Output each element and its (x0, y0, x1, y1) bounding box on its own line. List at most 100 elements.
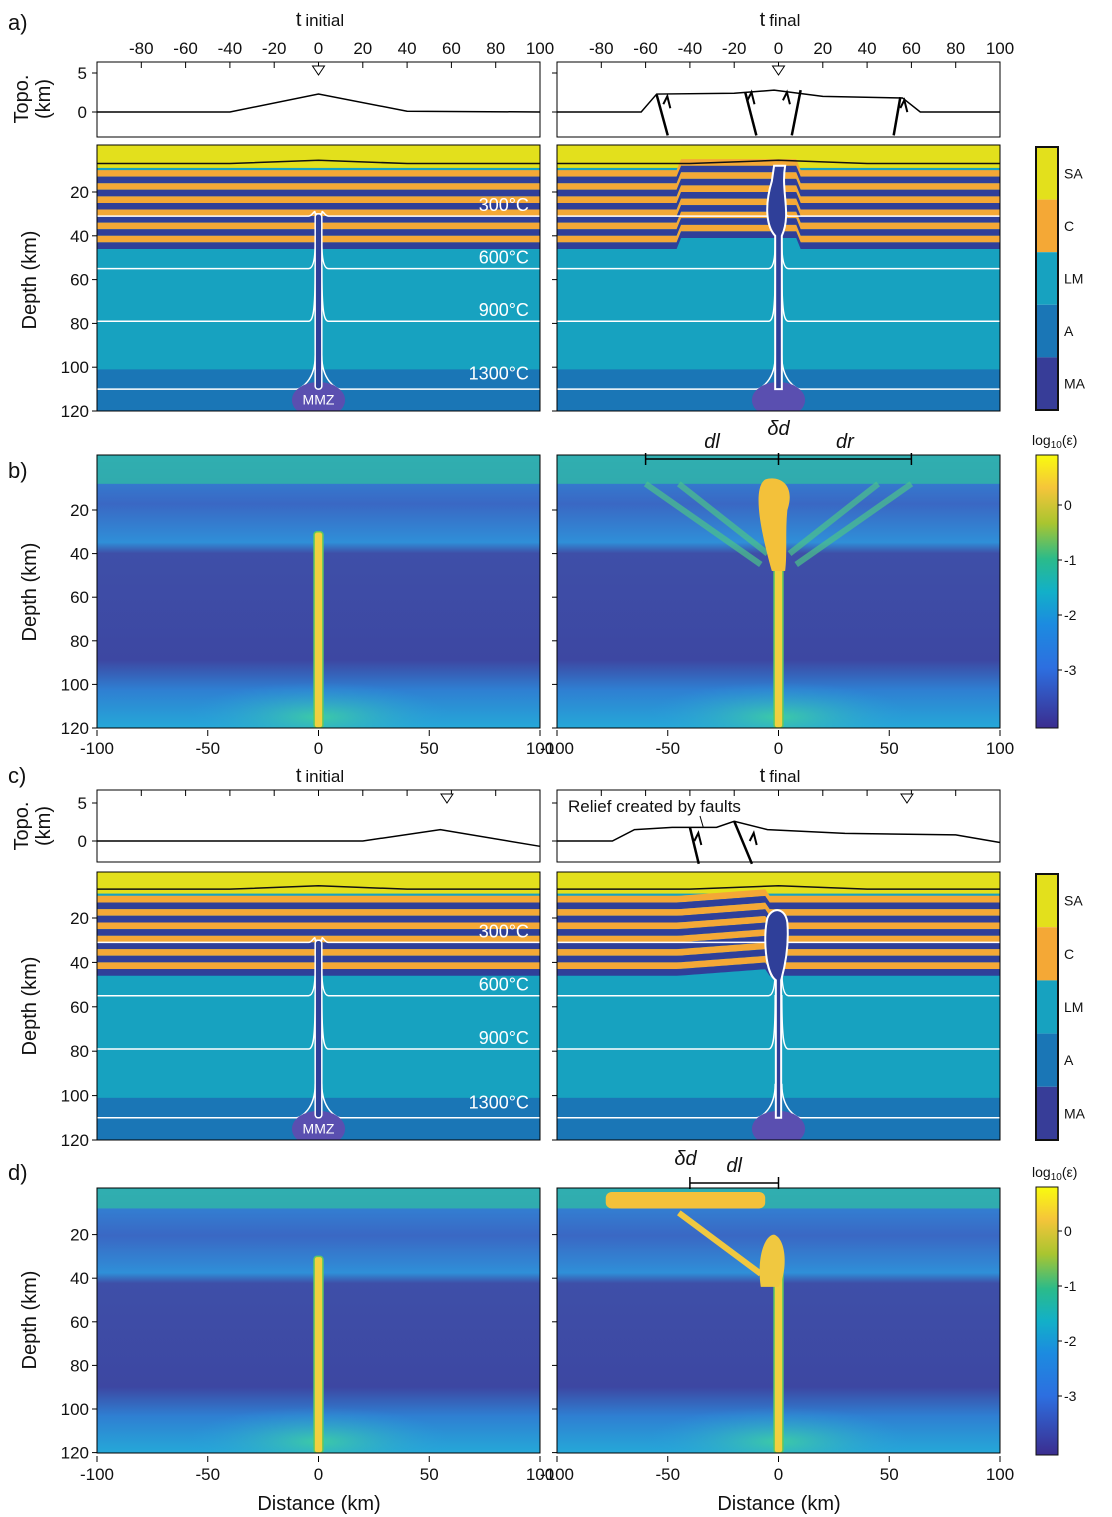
colorbar-frame (1035, 873, 1059, 1141)
topo-x-tick-label: 60 (902, 39, 921, 58)
sticky-air (557, 872, 1000, 894)
isotherm-label: 600°C (479, 975, 529, 995)
crust-layer (97, 209, 540, 217)
phase-swatch (1036, 199, 1058, 253)
x-axis-label: Distance (km) (257, 1493, 380, 1515)
shear-band (643, 481, 763, 567)
distance-tick-label: -50 (655, 739, 680, 758)
time-sub: initial (305, 11, 344, 30)
annotation-delta-d: δd (767, 418, 790, 440)
crust-layer (557, 185, 1000, 203)
depth-tick-label: 100 (61, 1087, 89, 1106)
topo-x-tick-label: 0 (774, 39, 783, 58)
annotation-delta-d: δd (674, 1148, 697, 1170)
strain-blob (759, 1234, 785, 1287)
topo-x-tick-label: 60 (442, 39, 461, 58)
depth-tick-label: 100 (61, 675, 89, 694)
fault-arrow (748, 830, 758, 846)
phase-swatch (1036, 304, 1058, 358)
colorbar-tick-label: -3 (1064, 662, 1077, 678)
topo-profile (557, 89, 1000, 113)
colorbar-title: log10(ε) (1032, 1164, 1077, 1183)
distance-tick-label: -100 (80, 1465, 114, 1484)
dyke (766, 164, 788, 391)
crust-layer (97, 202, 540, 210)
annotation-dl: dl (704, 431, 720, 453)
surface-marker (771, 65, 786, 76)
crust-layer (557, 159, 1000, 177)
colorbar-tick-label: -3 (1064, 1388, 1077, 1404)
phase-swatch (1036, 874, 1058, 928)
surface-line (557, 159, 1000, 165)
phase-swatch (1036, 1086, 1058, 1140)
strain-blob (758, 478, 790, 572)
panel-frame (556, 871, 1001, 1141)
isotherm-label: 300°C (479, 921, 529, 941)
topo-profile (557, 820, 1001, 844)
panel-content (557, 455, 1000, 728)
distance-tick-label: 0 (314, 739, 323, 758)
fault-arrow (746, 89, 756, 105)
topo-x-tick-label: -40 (678, 39, 703, 58)
topo-x-tick-label: 80 (946, 39, 965, 58)
depth-tick-label: 60 (70, 588, 89, 607)
fault (744, 92, 758, 136)
shear-band (677, 1210, 763, 1277)
symbol: (ε) (1062, 432, 1078, 448)
phase-label: SA (1064, 893, 1083, 909)
panel-frame (96, 1187, 541, 1454)
distance-tick-label: 100 (986, 739, 1014, 758)
depth-tick-label: 20 (70, 501, 89, 520)
topo-unit: (km) (33, 79, 55, 119)
crust-layer (97, 929, 540, 936)
topo-x-tick-label: 0 (314, 39, 323, 58)
distance-tick-label: 0 (774, 1465, 783, 1484)
topo-y-tick-label: 0 (78, 832, 87, 851)
dyke (314, 213, 323, 390)
panel-label: a) (8, 10, 28, 35)
depth-tick-label: 20 (70, 909, 89, 928)
isotherm-label: 1300°C (469, 364, 529, 384)
crust-layer (557, 218, 1000, 236)
phase-swatch (1036, 147, 1058, 200)
depth-label: Depth (km) (19, 1271, 41, 1370)
shear-band (676, 481, 770, 556)
topo-x-tick-label: 20 (353, 39, 372, 58)
phase-label: SA (1064, 165, 1083, 181)
phase-label: LM (1064, 271, 1083, 287)
topo-x-tick-label: 20 (813, 39, 832, 58)
depth-tick-label: 60 (70, 998, 89, 1017)
crust-layer (97, 189, 540, 197)
topo-profile (97, 828, 541, 848)
topo-label: Topo. (11, 75, 33, 124)
distance-tick-label: -50 (195, 1465, 220, 1484)
relief-annotation: Relief created by faults (568, 797, 741, 816)
depth-tick-label: 40 (70, 545, 89, 564)
distance-tick-label: -100 (540, 739, 574, 758)
surface-marker (440, 793, 454, 804)
depth-tick-label: 80 (70, 1042, 89, 1061)
shear-band (794, 481, 914, 567)
crust-layer (97, 196, 540, 203)
fault (655, 94, 669, 136)
strain-column (313, 1255, 324, 1453)
depth-tick-label: 20 (70, 1226, 89, 1245)
topo-x-tick-label: 40 (858, 39, 877, 58)
depth-tick-label: 120 (61, 1131, 89, 1150)
distance-tick-label: 100 (526, 1465, 554, 1484)
crust-layer (557, 198, 1000, 217)
depth-tick-label: 60 (70, 1313, 89, 1332)
fault-arrow (662, 93, 672, 109)
time-t: t (760, 765, 766, 787)
depth-tick-label: 20 (70, 183, 89, 202)
time-t: t (296, 9, 302, 31)
distance-tick-label: -100 (80, 739, 114, 758)
depth-tick-label: 100 (61, 1400, 89, 1419)
topo-x-tick-label: 80 (486, 39, 505, 58)
topo-y-tick-label: 5 (78, 794, 87, 813)
phase-label: C (1064, 946, 1074, 962)
crust-layer (557, 172, 1000, 190)
crust-layer (97, 935, 540, 943)
sticky-air (557, 145, 1000, 168)
panel-content (97, 455, 540, 728)
